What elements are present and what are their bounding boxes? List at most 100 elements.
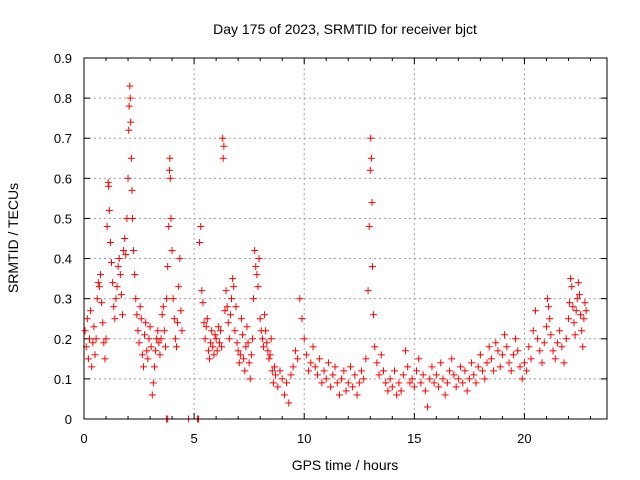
- data-point: [424, 403, 432, 411]
- data-point: [134, 327, 142, 335]
- data-point: [379, 367, 387, 375]
- data-point: [223, 303, 231, 311]
- data-point: [454, 375, 462, 383]
- data-point: [285, 399, 293, 407]
- data-point: [335, 391, 343, 399]
- data-point: [141, 331, 149, 339]
- data-point: [131, 271, 139, 279]
- data-point: [386, 375, 394, 383]
- data-point: [145, 335, 153, 343]
- data-point: [235, 359, 243, 367]
- data-point: [113, 283, 121, 291]
- data-point: [127, 118, 135, 126]
- data-point: [283, 379, 291, 387]
- data-point: [155, 339, 163, 347]
- data-point: [538, 359, 546, 367]
- data-point: [114, 263, 122, 271]
- data-point: [105, 206, 113, 214]
- data-point: [166, 174, 174, 182]
- data-point: [250, 295, 258, 303]
- data-point: [313, 371, 321, 379]
- data-point: [86, 335, 94, 343]
- data-point: [247, 351, 255, 359]
- data-point: [367, 154, 375, 162]
- data-point: [214, 323, 222, 331]
- data-point: [428, 363, 436, 371]
- data-point: [128, 214, 136, 222]
- data-point: [206, 355, 214, 363]
- data-points: [81, 82, 590, 423]
- data-point: [291, 347, 299, 355]
- data-point: [580, 315, 588, 323]
- data-point: [95, 283, 103, 291]
- data-point: [529, 327, 537, 335]
- data-point: [97, 271, 105, 279]
- data-point: [542, 323, 550, 331]
- data-point: [413, 367, 421, 375]
- data-point: [551, 355, 559, 363]
- data-point: [164, 263, 172, 271]
- data-point: [202, 323, 210, 331]
- y-tick-label: 0.3: [54, 292, 72, 307]
- data-point: [231, 327, 239, 335]
- y-tick-label: 0.5: [54, 211, 72, 226]
- data-point: [109, 279, 117, 287]
- data-point: [512, 335, 520, 343]
- data-point: [252, 263, 260, 271]
- data-point: [327, 383, 335, 391]
- data-point: [259, 343, 267, 351]
- data-point: [242, 343, 250, 351]
- y-tick-label: 0.9: [54, 51, 72, 66]
- y-tick-label: 0.1: [54, 372, 72, 387]
- data-point: [371, 343, 379, 351]
- data-point: [419, 371, 427, 379]
- x-tick-label: 10: [297, 431, 311, 446]
- data-point: [168, 247, 176, 255]
- data-point: [263, 339, 271, 347]
- data-point: [577, 311, 585, 319]
- data-point: [233, 339, 241, 347]
- data-point: [154, 327, 162, 335]
- data-point: [439, 375, 447, 383]
- data-point: [267, 335, 275, 343]
- data-point: [111, 315, 119, 323]
- data-point: [152, 347, 160, 355]
- data-point: [132, 295, 140, 303]
- data-point: [92, 335, 100, 343]
- data-point: [166, 154, 174, 162]
- data-point: [91, 351, 99, 359]
- data-point: [570, 319, 578, 327]
- y-tick-label: 0.7: [54, 131, 72, 146]
- data-point: [167, 214, 175, 222]
- data-point: [175, 283, 183, 291]
- data-point: [240, 355, 248, 363]
- data-point: [148, 391, 156, 399]
- data-point: [581, 299, 589, 307]
- data-point: [575, 291, 583, 299]
- data-point: [367, 134, 375, 142]
- data-point: [490, 367, 498, 375]
- data-point: [441, 391, 449, 399]
- data-point: [212, 335, 220, 343]
- data-point: [468, 359, 476, 367]
- data-point: [196, 239, 204, 247]
- data-point: [525, 343, 533, 351]
- data-point: [201, 335, 209, 343]
- data-point: [171, 335, 179, 343]
- data-point: [446, 367, 454, 375]
- data-point: [384, 387, 392, 395]
- data-point: [127, 154, 135, 162]
- data-point: [370, 311, 378, 319]
- data-point: [507, 367, 515, 375]
- data-point: [485, 343, 493, 351]
- data-point: [156, 351, 164, 359]
- data-point: [393, 391, 401, 399]
- data-point: [256, 315, 264, 323]
- data-point: [248, 335, 256, 343]
- data-point: [228, 295, 236, 303]
- data-point: [417, 379, 425, 387]
- data-point: [357, 367, 365, 375]
- data-point: [246, 375, 254, 383]
- data-point: [88, 363, 96, 371]
